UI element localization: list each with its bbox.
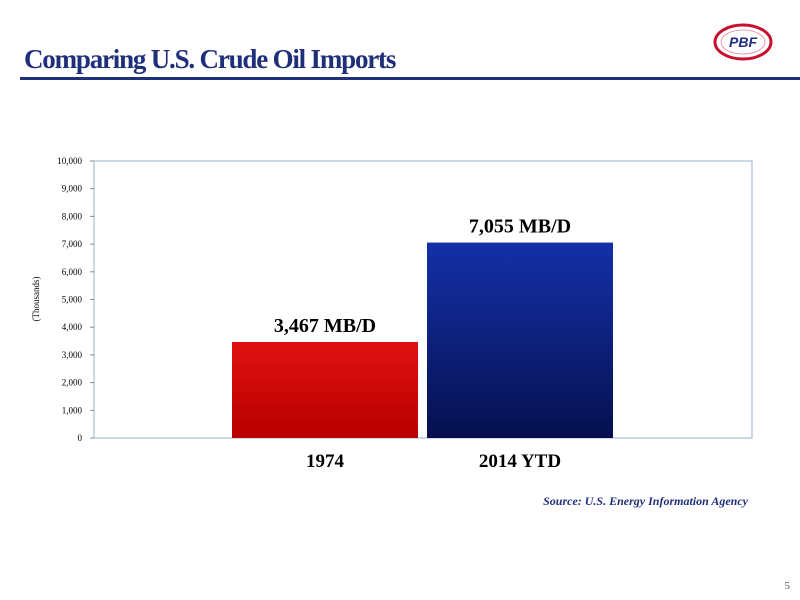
bar bbox=[427, 242, 613, 438]
y-tick-label: 10,000 bbox=[57, 156, 82, 166]
y-tick-label: 6,000 bbox=[62, 267, 83, 277]
y-axis: 0 1,000 2,000 3,000 4,000 5,000 6,000 7,000 8,00… bbox=[57, 156, 94, 443]
x-tick-label: 2014 YTD bbox=[479, 451, 561, 472]
x-tick-label: 1974 bbox=[306, 451, 345, 472]
slide-title: Comparing U.S. Crude Oil Imports bbox=[24, 44, 396, 74]
title-rule bbox=[20, 77, 800, 80]
x-axis: 1974 2014 YTD bbox=[306, 451, 561, 472]
data-label: 7,055 MB/D bbox=[469, 216, 571, 238]
page-number: 5 bbox=[784, 580, 791, 592]
y-tick-label: 7,000 bbox=[62, 239, 83, 249]
logo-ring bbox=[713, 23, 773, 61]
y-tick-label: 2,000 bbox=[62, 378, 83, 388]
y-tick-label: 0 bbox=[78, 433, 83, 443]
plot-area bbox=[93, 160, 753, 439]
source-note: Source: U.S. Energy Information Agency bbox=[543, 494, 748, 508]
bars: 3,467 MB/D 7,055 MB/D bbox=[232, 216, 613, 438]
y-tick-label: 4,000 bbox=[62, 322, 83, 332]
y-tick-label: 8,000 bbox=[62, 211, 83, 221]
y-tick-label: 5,000 bbox=[62, 295, 83, 305]
y-tick-label: 3,000 bbox=[62, 350, 83, 360]
pbf-logo: PBF bbox=[713, 23, 773, 61]
data-label: 3,467 MB/D bbox=[274, 315, 376, 337]
bar bbox=[232, 341, 418, 438]
y-tick-label: 9,000 bbox=[62, 184, 83, 194]
y-axis-label: (Thousands) bbox=[31, 277, 41, 322]
logo-text: PBF bbox=[729, 34, 757, 50]
y-tick-label: 1,000 bbox=[62, 405, 83, 415]
